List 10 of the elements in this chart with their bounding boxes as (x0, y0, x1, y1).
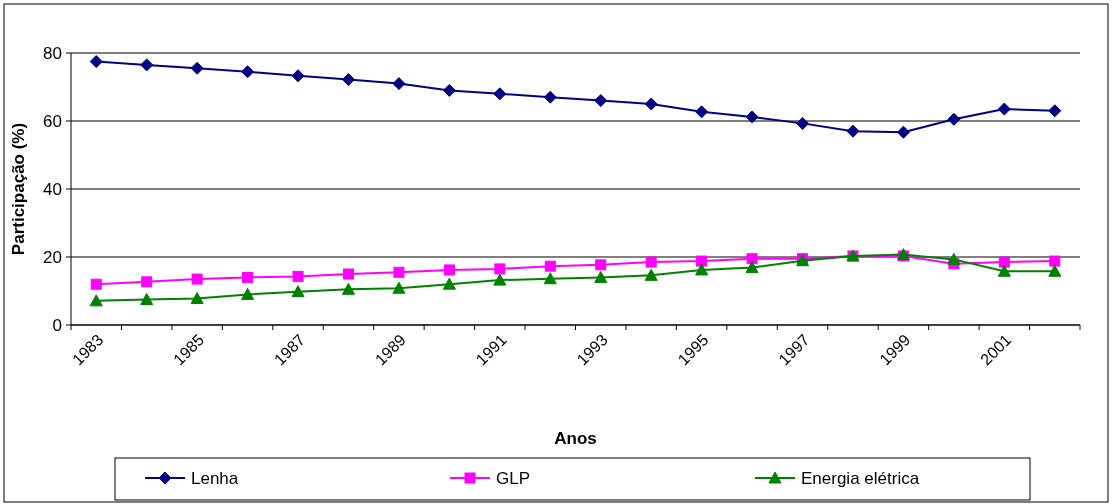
y-tick-label: 0 (52, 315, 62, 335)
y-tick-label: 20 (43, 247, 62, 267)
y-tick-label: 40 (43, 179, 62, 199)
legend-label: GLP (496, 468, 531, 488)
y-axis-title: Participação (%) (9, 122, 28, 256)
x-axis-title: Anos (554, 429, 597, 448)
y-tick-label: 80 (43, 43, 62, 63)
y-tick-label: 60 (43, 111, 62, 131)
legend-label: Energia elétrica (801, 468, 920, 488)
legend-label: Lenha (191, 468, 239, 488)
